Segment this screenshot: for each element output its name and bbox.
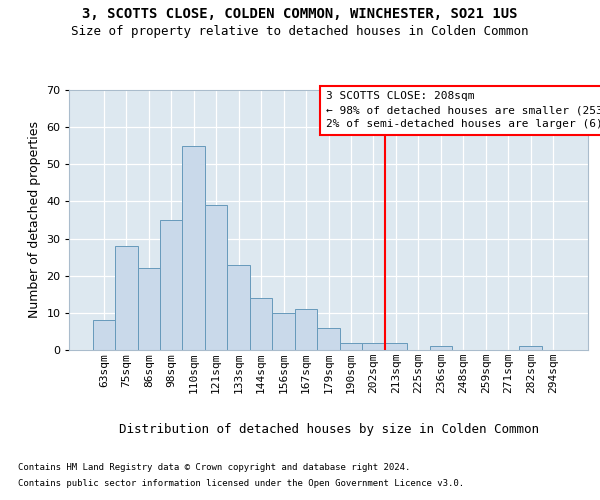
Bar <box>430 346 452 350</box>
Bar <box>182 146 205 350</box>
Text: Distribution of detached houses by size in Colden Common: Distribution of detached houses by size … <box>119 422 539 436</box>
Bar <box>317 328 340 350</box>
Text: 3, SCOTTS CLOSE, COLDEN COMMON, WINCHESTER, SO21 1US: 3, SCOTTS CLOSE, COLDEN COMMON, WINCHEST… <box>82 8 518 22</box>
Bar <box>520 346 542 350</box>
Bar <box>160 220 182 350</box>
Bar <box>137 268 160 350</box>
Text: Contains public sector information licensed under the Open Government Licence v3: Contains public sector information licen… <box>18 478 464 488</box>
Bar <box>295 309 317 350</box>
Bar <box>362 342 385 350</box>
Bar <box>272 313 295 350</box>
Bar <box>250 298 272 350</box>
Bar <box>340 342 362 350</box>
Text: Contains HM Land Registry data © Crown copyright and database right 2024.: Contains HM Land Registry data © Crown c… <box>18 464 410 472</box>
Text: 3 SCOTTS CLOSE: 208sqm
← 98% of detached houses are smaller (253)
2% of semi-det: 3 SCOTTS CLOSE: 208sqm ← 98% of detached… <box>326 92 600 130</box>
Bar <box>385 342 407 350</box>
Bar <box>92 320 115 350</box>
Text: Size of property relative to detached houses in Colden Common: Size of property relative to detached ho… <box>71 25 529 38</box>
Bar <box>205 205 227 350</box>
Bar <box>227 264 250 350</box>
Y-axis label: Number of detached properties: Number of detached properties <box>28 122 41 318</box>
Bar <box>115 246 137 350</box>
